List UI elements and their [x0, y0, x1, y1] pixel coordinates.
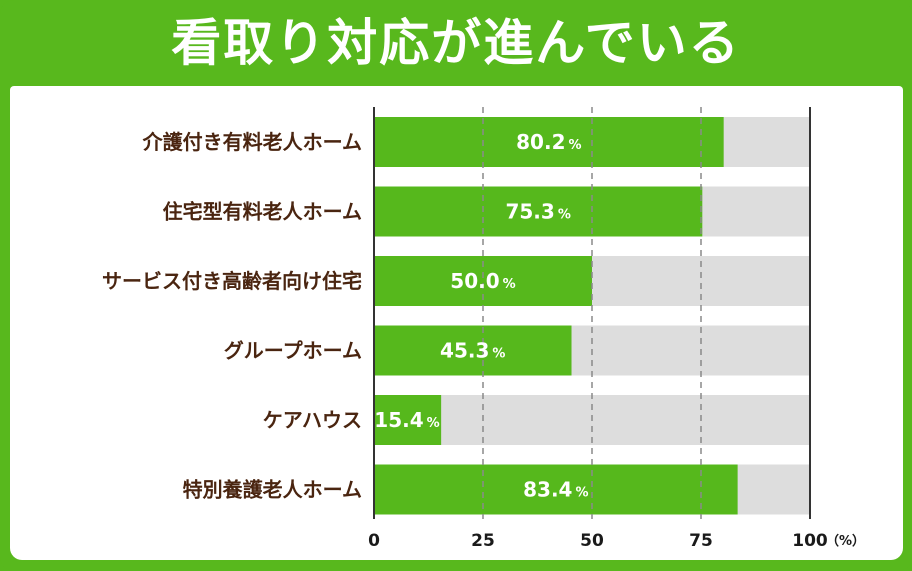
data-label-unit: %	[558, 208, 571, 223]
data-label-unit: %	[575, 486, 588, 501]
data-label-unit: %	[569, 138, 582, 153]
x-tick-label: 100	[792, 531, 828, 551]
category-label: 介護付き有料老人ホーム	[142, 130, 362, 154]
data-label: 83.4%	[523, 478, 588, 502]
data-label-unit: %	[503, 277, 516, 292]
bar	[374, 395, 442, 445]
data-label-value: 75.3	[505, 200, 554, 224]
category-label: グループホーム	[224, 339, 362, 363]
x-tick-label: 25	[471, 531, 495, 551]
chart-title: 看取り対応が進んでいる	[171, 14, 741, 72]
bar	[374, 117, 724, 167]
bar	[374, 464, 738, 515]
data-label: 75.3%	[505, 200, 570, 224]
category-label: ケアハウス	[263, 408, 362, 432]
x-unit-label: （%）	[826, 533, 865, 549]
data-label: 50.0%	[450, 269, 515, 293]
category-label: サービス付き高齢者向け住宅	[102, 269, 362, 293]
bar	[374, 186, 703, 237]
category-label: 住宅型有料老人ホーム	[163, 200, 362, 224]
x-tick-label: 50	[580, 531, 604, 551]
bar	[374, 325, 572, 376]
data-label-value: 80.2	[516, 130, 565, 154]
data-label-unit: %	[492, 347, 505, 362]
data-label-value: 15.4	[374, 408, 423, 432]
data-label-value: 83.4	[523, 478, 572, 502]
data-label-value: 50.0	[450, 269, 499, 293]
data-label: 15.4%	[374, 408, 439, 432]
data-label: 45.3%	[440, 339, 505, 363]
category-label: 特別養護老人ホーム	[183, 478, 362, 502]
data-label-value: 45.3	[440, 339, 489, 363]
x-tick-label: 75	[689, 531, 713, 551]
data-label: 80.2%	[516, 130, 581, 154]
data-label-unit: %	[427, 416, 440, 431]
x-tick-label: 0	[368, 531, 380, 551]
